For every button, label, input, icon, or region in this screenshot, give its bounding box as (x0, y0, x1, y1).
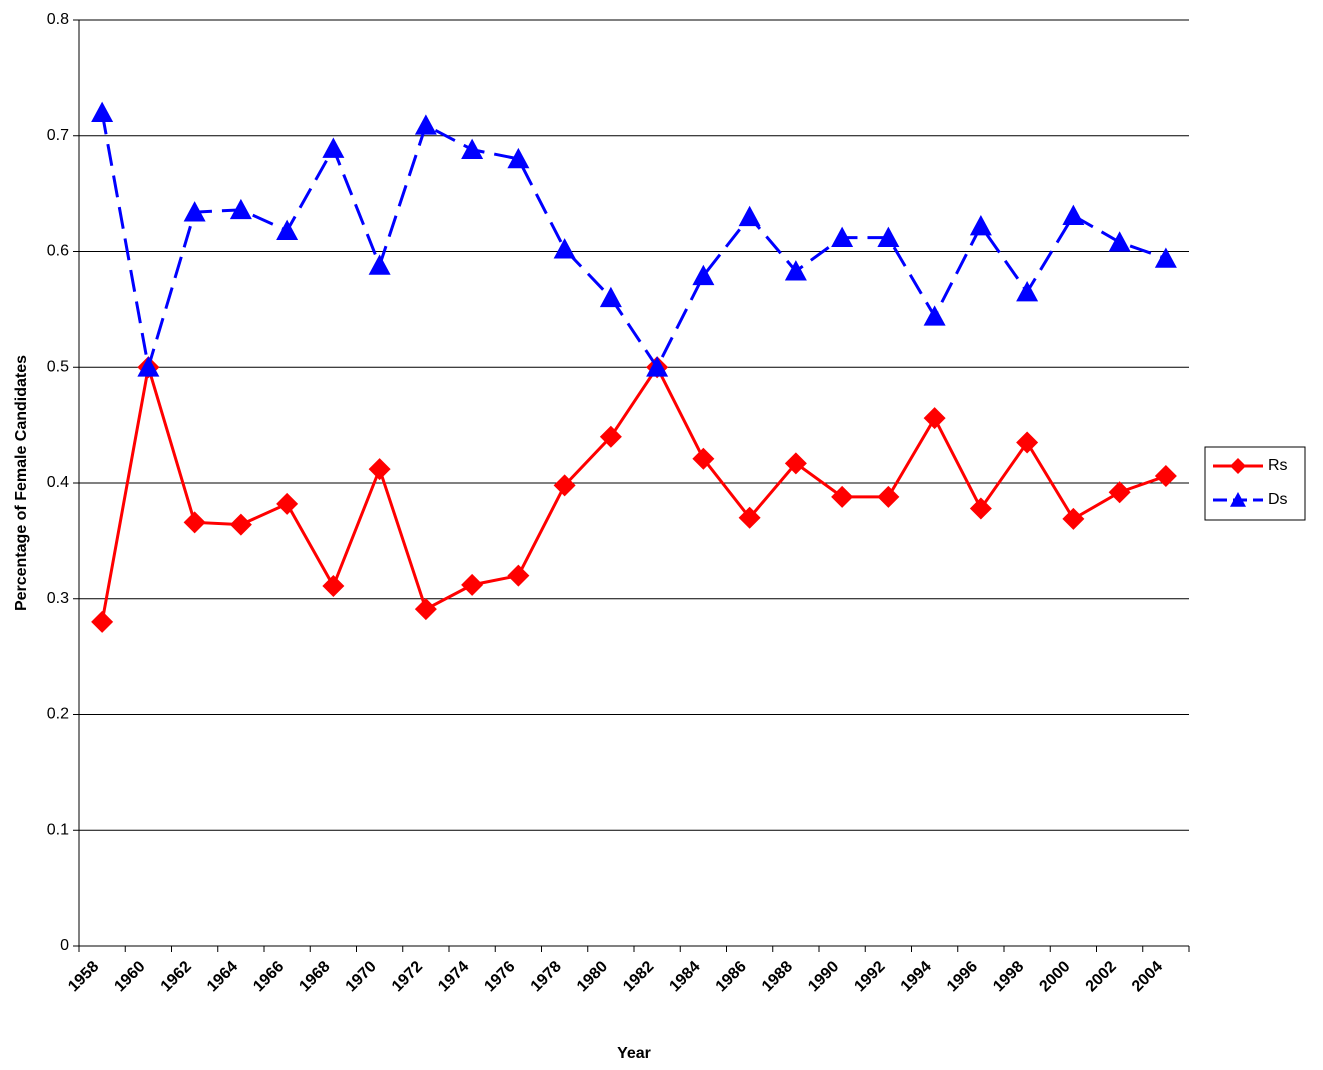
series-line (100, 112, 1167, 371)
marker-diamond (461, 573, 484, 596)
y-tick-label: 0.6 (47, 243, 69, 260)
marker-diamond (414, 598, 437, 621)
y-tick-label: 0.1 (47, 821, 69, 838)
marker-diamond (91, 610, 114, 633)
legend-label: Rs (1268, 457, 1288, 474)
x-tick-label: 1964 (204, 958, 241, 995)
marker-triangle (414, 114, 437, 135)
x-tick-label: 1988 (759, 958, 796, 995)
x-tick-label: 1986 (713, 958, 750, 995)
marker-triangle (461, 138, 484, 159)
marker-diamond (599, 425, 622, 448)
y-tick-label: 0.3 (47, 590, 69, 607)
marker-diamond (738, 506, 761, 529)
marker-triangle (923, 305, 946, 326)
y-tick-label: 0.2 (47, 706, 69, 723)
x-tick-label: 1984 (666, 958, 703, 995)
marker-diamond (276, 492, 299, 515)
series-line (100, 364, 1167, 623)
marker-triangle (276, 219, 299, 241)
marker-triangle (1154, 247, 1177, 268)
marker-diamond (969, 497, 992, 520)
marker-triangle (91, 101, 114, 122)
marker-triangle (1108, 231, 1131, 252)
marker-triangle (1016, 281, 1039, 302)
marker-diamond (553, 474, 576, 497)
x-tick-label: 1976 (481, 958, 518, 995)
legend-box (1204, 446, 1306, 521)
marker-triangle (229, 198, 252, 220)
x-tick-label: 1978 (528, 958, 565, 995)
marker-triangle (553, 238, 576, 259)
x-tick-label: 1970 (343, 958, 380, 995)
x-tick-label: 1994 (898, 958, 935, 995)
marker-diamond (507, 564, 530, 587)
marker-triangle (784, 260, 807, 281)
marker-diamond (1154, 465, 1177, 488)
x-tick-label: 1960 (111, 958, 148, 995)
marker-triangle (507, 147, 530, 169)
marker-triangle (599, 286, 622, 308)
x-tick-label: 1992 (851, 958, 888, 995)
marker-diamond (831, 485, 854, 508)
y-tick-label: 0 (60, 937, 69, 954)
x-tick-label: 1968 (296, 958, 333, 995)
x-tick-label: 1962 (158, 958, 195, 995)
x-tick-label: 1990 (805, 958, 842, 995)
marker-triangle (1062, 204, 1085, 225)
marker-diamond (1230, 458, 1246, 474)
x-tick-label: 1974 (435, 958, 472, 995)
legend-label: Ds (1268, 491, 1288, 508)
marker-diamond (877, 485, 900, 508)
marker-diamond (1108, 481, 1131, 504)
marker-triangle (1230, 492, 1246, 507)
x-axis-label: Year (617, 1045, 651, 1062)
marker-triangle (877, 226, 900, 247)
x-tick-label: 2004 (1129, 958, 1166, 995)
marker-triangle (646, 356, 669, 377)
y-tick-label: 0.8 (47, 11, 69, 28)
x-tick-label: 1982 (620, 958, 657, 995)
x-tick-label: 2002 (1083, 958, 1120, 995)
marker-triangle (692, 264, 715, 286)
marker-triangle (137, 356, 160, 377)
marker-diamond (692, 447, 715, 470)
x-tick-label: 1980 (574, 958, 611, 995)
marker-diamond (368, 458, 391, 481)
marker-triangle (322, 137, 345, 158)
marker-triangle (183, 201, 206, 222)
marker-diamond (784, 452, 807, 475)
marker-diamond (1016, 431, 1039, 454)
y-axis-label: Percentage of Female Candidates (13, 355, 30, 611)
x-tick-label: 1996 (944, 958, 981, 995)
x-tick-label: 1998 (990, 958, 1027, 995)
marker-triangle (831, 226, 854, 247)
marker-diamond (183, 511, 206, 534)
marker-diamond (1062, 507, 1085, 530)
x-tick-label: 1972 (389, 958, 426, 995)
marker-diamond (322, 575, 345, 598)
marker-diamond (923, 407, 946, 430)
y-tick-label: 0.7 (47, 127, 69, 144)
marker-diamond (229, 513, 252, 536)
x-tick-label: 1966 (250, 958, 287, 995)
marker-triangle (738, 205, 761, 227)
marker-triangle (368, 254, 391, 275)
marker-triangle (969, 215, 992, 236)
x-tick-label: 2000 (1036, 958, 1073, 995)
x-tick-label: 1958 (65, 958, 102, 995)
y-tick-label: 0.4 (47, 474, 69, 491)
y-tick-label: 0.5 (47, 358, 69, 375)
